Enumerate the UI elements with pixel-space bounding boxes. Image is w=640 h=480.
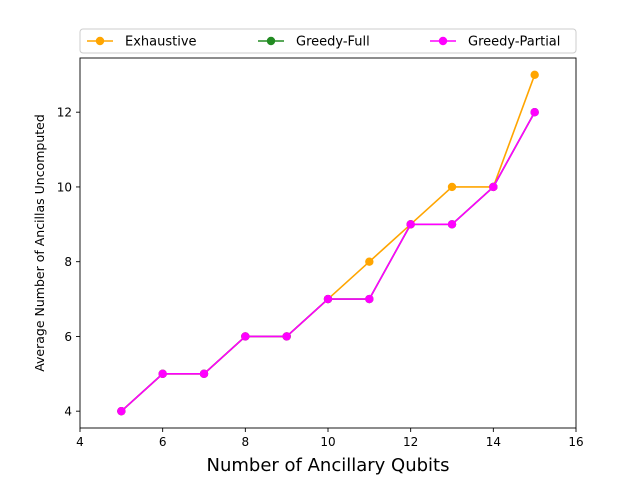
x-tick-label: 4 xyxy=(76,435,84,449)
y-tick-label: 8 xyxy=(64,255,72,269)
series-layer xyxy=(117,70,539,416)
data-point-greedy-partial xyxy=(489,182,498,192)
x-tick-label: 10 xyxy=(320,435,335,449)
legend-entry-exhaustive: Exhaustive xyxy=(87,35,197,50)
legend: Exhaustive Greedy-Full Greedy-Partial xyxy=(79,28,577,54)
data-point-greedy-partial xyxy=(117,406,126,416)
legend-label: Exhaustive xyxy=(125,35,197,50)
series-greedy-partial xyxy=(117,107,539,416)
data-point-greedy-partial xyxy=(447,220,457,229)
y-tick-label: 4 xyxy=(64,405,72,419)
x-tick-label: 16 xyxy=(568,435,583,449)
y-axis-title: Average Number of Ancillas Uncomputed xyxy=(32,114,47,372)
data-point-greedy-partial xyxy=(282,332,291,341)
y-tick-label: 6 xyxy=(64,330,72,344)
x-tick-label: 12 xyxy=(403,435,418,449)
data-point-greedy-partial xyxy=(530,107,539,117)
data-point-greedy-partial xyxy=(323,294,333,304)
legend-box xyxy=(79,28,577,54)
x-tick-label: 6 xyxy=(159,435,167,449)
data-point-greedy-partial xyxy=(199,369,209,379)
y-tick-label: 10 xyxy=(57,180,72,194)
x-axis-title: Number of Ancillary Qubits xyxy=(207,455,450,476)
x-tick-label: 8 xyxy=(242,435,250,449)
legend-label: Greedy-Full xyxy=(296,35,370,50)
data-point-greedy-partial xyxy=(365,294,374,304)
legend-marker xyxy=(266,36,276,46)
data-point-greedy-partial xyxy=(158,369,167,379)
data-point-greedy-partial xyxy=(241,332,250,341)
legend-entry-greedy-partial: Greedy-Partial xyxy=(430,35,560,50)
data-point-greedy-partial xyxy=(406,220,415,229)
legend-label: Greedy-Partial xyxy=(468,35,560,50)
ticks-layer: 4 6 8 10 12 14 16 4 6 8 10 12 xyxy=(57,106,584,449)
legend-entry-greedy-full: Greedy-Full xyxy=(258,35,370,50)
data-point-exhaustive xyxy=(530,70,539,80)
data-point-exhaustive xyxy=(447,182,457,192)
y-tick-label: 12 xyxy=(57,106,72,120)
legend-marker xyxy=(95,36,105,46)
legend-marker xyxy=(438,36,448,46)
x-tick-label: 14 xyxy=(486,435,501,449)
data-point-exhaustive xyxy=(365,257,374,266)
